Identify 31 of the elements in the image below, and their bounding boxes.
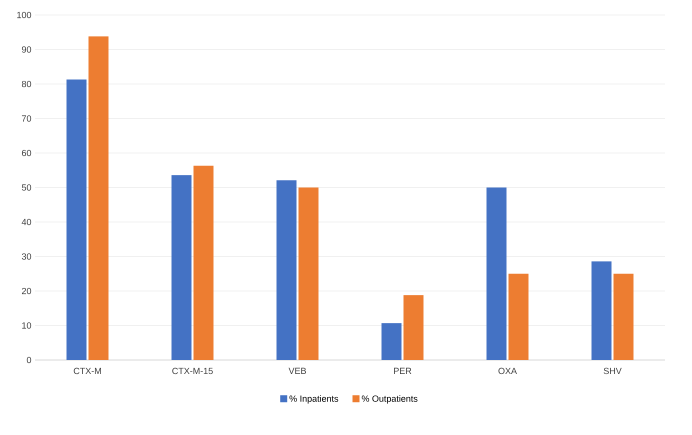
bar [276, 180, 297, 360]
bar [172, 175, 192, 360]
bar [613, 274, 634, 360]
bar [592, 261, 612, 360]
y-tick-label: 10 [22, 322, 32, 329]
x-tick-label: SHV [604, 368, 622, 374]
x-tick-label: VEB [288, 368, 306, 374]
x-tick-label: CTX-M [74, 368, 101, 374]
bar [486, 187, 507, 360]
x-tick-label: PER [394, 368, 412, 374]
y-tick-label: 70 [22, 115, 32, 122]
legend-label: % Outpatients [362, 395, 418, 404]
y-tick-label: 80 [22, 80, 32, 88]
y-tick-label: 100 [17, 12, 32, 18]
bar [88, 36, 108, 360]
y-tick-label: 0 [26, 356, 32, 364]
x-tick-label: OXA [498, 368, 517, 374]
bar [66, 80, 87, 360]
y-tick-label: 20 [22, 288, 32, 294]
bar [193, 166, 214, 360]
y-tick-label: 60 [22, 150, 32, 156]
y-tick-label: 50 [22, 184, 32, 191]
legend-label: % Inpatients [290, 395, 338, 404]
bar [508, 274, 528, 360]
x-tick-label: CTX-M-15 [172, 368, 213, 374]
bar [403, 295, 424, 360]
bar [382, 323, 402, 360]
y-tick-label: 30 [22, 253, 32, 260]
bar [298, 187, 318, 360]
y-tick-label: 40 [22, 218, 32, 226]
y-tick-label: 90 [22, 46, 32, 53]
